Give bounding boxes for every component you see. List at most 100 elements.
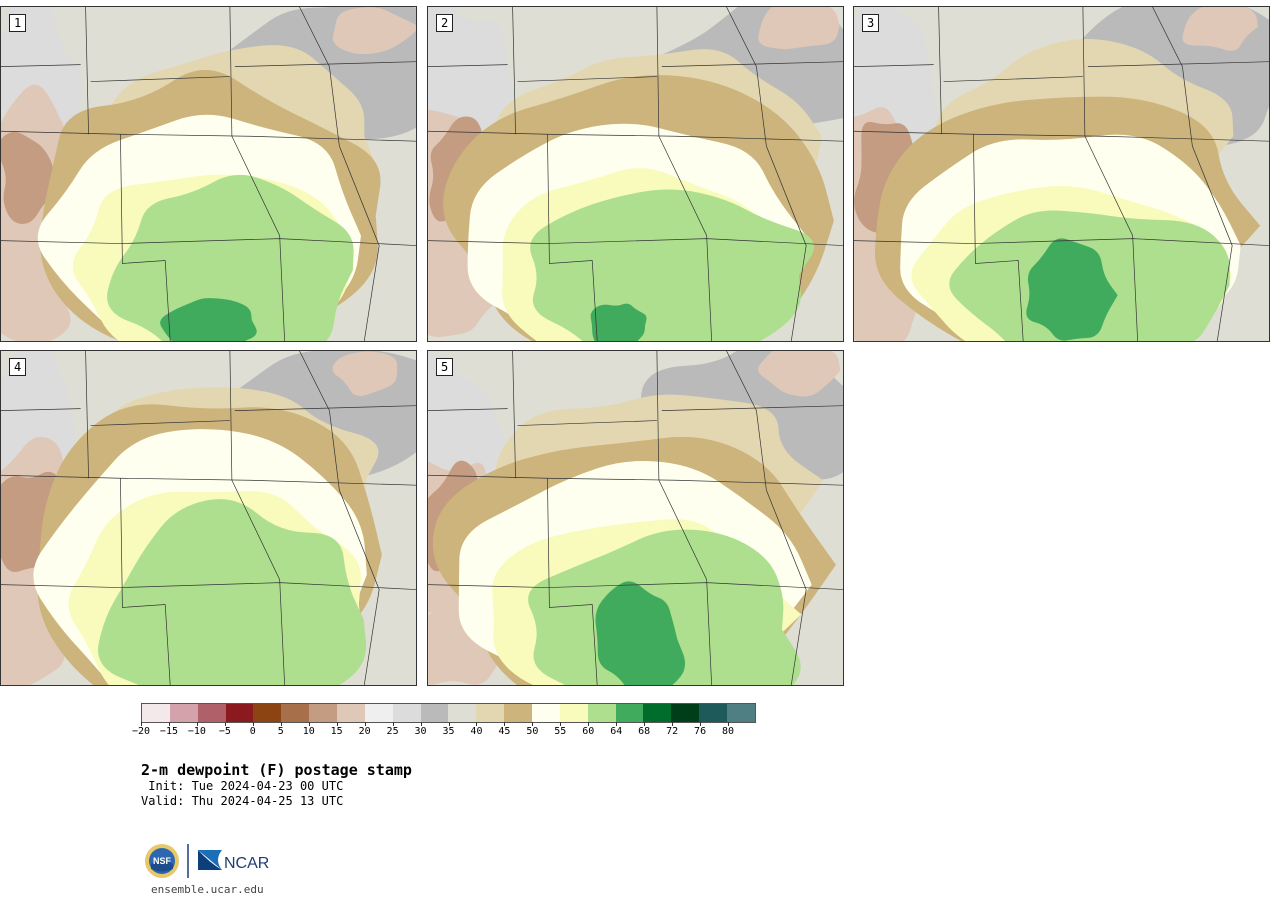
colorbar-tick-mark xyxy=(560,722,562,726)
colorbar-tick-mark xyxy=(476,722,478,726)
state-boundary xyxy=(428,408,508,411)
colorbar-swatch xyxy=(169,704,198,722)
dewpoint-map-1 xyxy=(1,7,416,341)
colorbar-swatch xyxy=(504,704,533,722)
state-boundary xyxy=(428,64,508,67)
colorbar-swatch xyxy=(420,704,449,722)
state-boundary xyxy=(938,7,942,135)
state-boundary xyxy=(1,130,416,142)
state-boundary xyxy=(299,7,380,341)
colorbar-swatch xyxy=(448,704,477,722)
state-boundary xyxy=(517,420,657,426)
state-boundary xyxy=(656,7,712,341)
colorbar-tick-label: 10 xyxy=(302,726,315,737)
dry-terrain-south xyxy=(428,246,506,337)
init-time: Init: Tue 2024-04-23 00 UTC xyxy=(141,779,344,793)
panel-number-2: 2 xyxy=(436,14,454,32)
colorbar-tick-label: 40 xyxy=(470,726,483,737)
colorbar-tick-labels: −20 −15 −10 −5 0 5 10 15 20 25 30 35 40 45 50 55 60 64 68 7… xyxy=(132,722,756,740)
colorbar-swatch xyxy=(532,704,560,722)
panel-number-5: 5 xyxy=(436,358,454,376)
svg-text:NSF: NSF xyxy=(153,856,172,866)
colorbar-tick-label: 35 xyxy=(442,726,455,737)
moist-core-64 xyxy=(160,298,257,341)
state-boundary xyxy=(1152,7,1233,341)
nsf-logo-icon: NSF xyxy=(145,844,179,878)
state-boundary xyxy=(512,7,516,135)
colorbar-tick-label: 50 xyxy=(526,726,539,737)
state-boundary xyxy=(229,7,285,341)
colorbar-tick-label: 5 xyxy=(277,726,284,737)
colorbar-swatch xyxy=(197,704,226,722)
state-boundary xyxy=(1087,61,1269,67)
state-boundary xyxy=(1,238,416,246)
state-boundary xyxy=(85,351,89,479)
state-boundary xyxy=(234,61,416,67)
stamp-panel-1: 1 xyxy=(0,6,417,342)
colorbar-tick-label: −20 xyxy=(131,726,151,737)
colorbar-swatch xyxy=(587,704,616,722)
colorbar-tick-mark xyxy=(588,722,590,726)
colorbar-swatch xyxy=(392,704,421,722)
colorbar-swatch xyxy=(253,704,282,722)
colorbar-tick-label: 64 xyxy=(610,726,623,737)
colorbar-tick-mark xyxy=(728,722,730,726)
state-boundary xyxy=(120,478,171,685)
colorbar-tick-mark xyxy=(532,722,534,726)
site-url: ensemble.ucar.edu xyxy=(151,883,264,896)
colorbar-swatch xyxy=(364,704,393,722)
state-boundary xyxy=(726,7,807,341)
colorbar-tick-label: −15 xyxy=(159,726,178,737)
state-boundary xyxy=(1082,7,1138,341)
colorbar-tick-mark xyxy=(308,722,310,726)
colorbar-tick-mark xyxy=(280,722,282,726)
dry-region-upper-midwest xyxy=(332,351,398,396)
colorbar-tick-mark xyxy=(420,722,422,726)
colorbar-tick-mark xyxy=(196,722,198,726)
state-boundary xyxy=(85,7,89,135)
colorbar-tick-mark xyxy=(448,722,450,726)
dewpoint-map-3 xyxy=(854,7,1269,341)
dry-region-upper-midwest xyxy=(758,351,841,397)
colorbar-swatch xyxy=(727,704,755,722)
colorbar-tick-label: −10 xyxy=(187,726,206,737)
colorbar-tick-mark xyxy=(141,722,142,726)
state-boundary xyxy=(661,405,843,411)
colorbar-tick-mark xyxy=(672,722,674,726)
state-boundary xyxy=(428,130,843,142)
colorbar-tick-label: −5 xyxy=(218,726,231,737)
panel-number-1: 1 xyxy=(9,14,27,32)
dry-region-upper-midwest xyxy=(1182,7,1258,51)
state-boundary xyxy=(299,351,380,685)
moist-sector-60 xyxy=(107,174,354,341)
state-boundary xyxy=(726,351,807,685)
colorbar-tick-label: 55 xyxy=(554,726,567,737)
colorbar-tick-mark xyxy=(336,722,338,726)
state-boundary xyxy=(1,408,81,411)
state-boundary xyxy=(428,582,843,590)
colorbar-swatch xyxy=(643,704,672,722)
state-boundary xyxy=(854,64,934,67)
colorbar-swatch xyxy=(699,704,728,722)
state-boundary xyxy=(428,238,843,246)
state-boundary xyxy=(1,582,416,590)
panel-number-4: 4 xyxy=(9,358,27,376)
moist-core-64 xyxy=(590,303,647,341)
colorbar-swatch xyxy=(671,704,700,722)
moist-sector-60 xyxy=(98,499,367,685)
state-boundary xyxy=(234,405,416,411)
dry-region-upper-midwest xyxy=(332,7,416,55)
colorbar-tick-label: 60 xyxy=(582,726,595,737)
stamp-panel-5: 5 xyxy=(427,350,844,686)
dry-terrain-rockies xyxy=(1,131,56,224)
valid-time: Valid: Thu 2024-04-25 13 UTC xyxy=(141,794,344,808)
state-boundary xyxy=(517,76,657,82)
colorbar-tick-label: 72 xyxy=(666,726,679,737)
state-boundary xyxy=(90,420,230,426)
stamp-panel-2: 2 xyxy=(427,6,844,342)
moist-sector-60 xyxy=(530,189,815,341)
colorbar-tick-mark xyxy=(616,722,618,726)
colorbar-tick-label: 80 xyxy=(722,726,735,737)
state-boundary xyxy=(854,130,1269,142)
panel-number-3: 3 xyxy=(862,14,880,32)
